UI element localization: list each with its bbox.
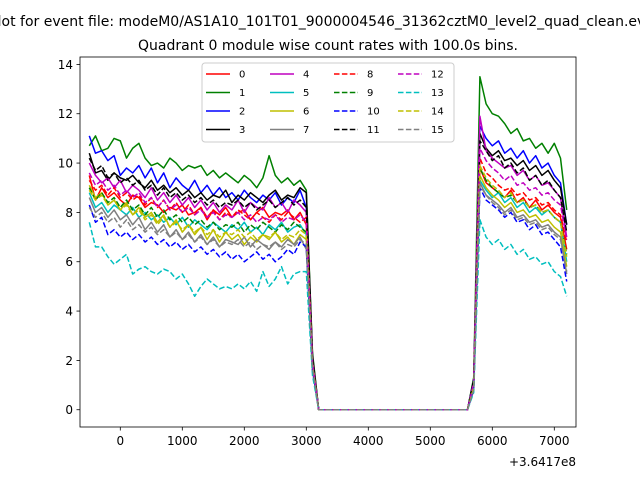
y-tick-label: 4 (65, 305, 73, 319)
legend-label-15: 15 (431, 125, 444, 136)
legend-label-9: 9 (367, 88, 373, 99)
y-tick-label: 10 (58, 157, 73, 171)
legend-label-14: 14 (431, 107, 444, 118)
legend-label-13: 13 (431, 88, 444, 99)
y-tick-label: 8 (65, 206, 73, 220)
legend-label-4: 4 (303, 70, 309, 81)
y-tick-label: 14 (58, 58, 73, 72)
legend-label-3: 3 (239, 125, 245, 136)
y-tick-label: 12 (58, 107, 73, 121)
x-tick-label: 3000 (291, 434, 322, 448)
chart-suptitle: Plot for event file: modeM0/AS1A10_101T0… (0, 14, 640, 30)
legend-label-7: 7 (303, 125, 309, 136)
plot-area: 0 1000 2000 3000 4000 5000 6000 700002468101214… (58, 56, 577, 448)
legend-label-8: 8 (367, 70, 373, 81)
y-tick-label: 0 (65, 403, 73, 417)
legend-label-6: 6 (303, 107, 309, 118)
legend-label-2: 2 (239, 107, 245, 118)
x-tick-label: 1000 (167, 434, 198, 448)
x-tick-label: 2000 (229, 434, 260, 448)
legend-label-12: 12 (431, 70, 444, 81)
x-tick-label: 5000 (415, 434, 446, 448)
axes-frame (79, 56, 577, 428)
x-tick-label: 6000 (477, 434, 508, 448)
legend-label-0: 0 (239, 70, 245, 81)
y-tick-label: 2 (65, 354, 73, 368)
legend-label-5: 5 (303, 88, 309, 99)
legend-box (201, 62, 455, 143)
x-tick-label: 7000 (539, 434, 570, 448)
x-tick-label: 0 (116, 434, 124, 448)
y-tick-label: 6 (65, 255, 73, 269)
series-lines (88, 75, 568, 411)
legend-label-11: 11 (367, 125, 380, 136)
series-line-15 (88, 184, 568, 411)
series-line-12 (88, 147, 568, 411)
x-tick-label: 4000 (353, 434, 384, 448)
chart-title: Quadrant 0 module wise count rates with … (138, 38, 518, 54)
x-offset-label: +3.6417e8 (509, 455, 576, 469)
legend-label-10: 10 (367, 107, 380, 118)
legend-label-1: 1 (239, 88, 245, 99)
